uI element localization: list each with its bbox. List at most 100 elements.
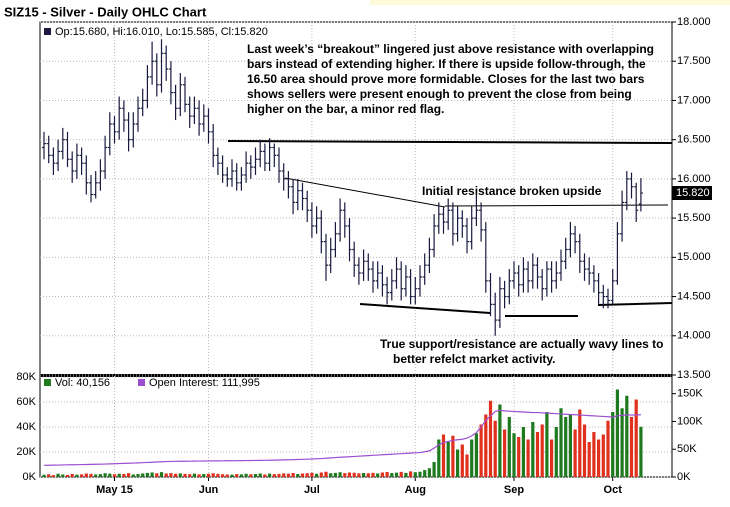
ohlc-bar <box>211 123 216 168</box>
ohlc-bar <box>615 222 620 285</box>
volume-bar <box>197 474 201 477</box>
volume-bar <box>550 439 554 477</box>
ohlc-bar <box>474 194 479 226</box>
legend-text: Open Interest: 111,995 <box>149 377 260 389</box>
y-tick-label: 14.500 <box>677 290 711 302</box>
volume-bar <box>98 474 102 477</box>
ohlc-bar <box>469 206 474 250</box>
volume-bar <box>615 389 619 477</box>
volume-bar <box>108 473 112 477</box>
volume-bar <box>418 471 422 477</box>
ohlc-bar <box>93 171 98 199</box>
last-price-flag <box>672 186 712 201</box>
volume-bar <box>89 473 93 477</box>
y-tick-label: 17.500 <box>677 55 711 67</box>
volume-bar <box>244 473 248 477</box>
y-tick-label: 14.000 <box>677 330 711 342</box>
ohlc-bar <box>300 182 305 211</box>
volume-bar <box>239 474 243 477</box>
volume-bar <box>376 473 380 477</box>
volume-bar <box>174 473 178 477</box>
x-tick-label: May 15 <box>96 484 133 496</box>
ohlc-bar <box>403 265 408 297</box>
ohlc-bar <box>295 178 300 211</box>
ohlc-bar <box>455 206 460 242</box>
volume-bar <box>535 432 540 477</box>
support-line <box>359 303 491 314</box>
ohlc-bar <box>380 265 385 297</box>
ohlc-bar <box>197 100 202 136</box>
ohlc-bar <box>587 257 592 285</box>
volume-bar <box>75 474 79 477</box>
volume-bar <box>488 400 493 477</box>
ohlc-bar <box>356 257 361 285</box>
ohlc-bar <box>634 182 639 223</box>
volume-bar <box>362 473 366 477</box>
volume-bar <box>277 473 281 477</box>
ohlc-bar <box>516 265 521 297</box>
legend-swatch <box>44 379 51 386</box>
ohlc-bar <box>629 172 634 199</box>
ohlc-bar <box>399 261 404 301</box>
ohlc-bar <box>230 159 234 187</box>
volume-bar <box>155 473 159 477</box>
ohlc-bar <box>107 112 112 156</box>
volume-bar <box>559 408 563 477</box>
volume-bar <box>178 473 182 477</box>
ohlc-bar <box>154 53 159 97</box>
volume-bar <box>380 472 384 477</box>
ohlc-bar <box>192 96 197 124</box>
volume-bar <box>188 474 192 477</box>
ohlc-bar <box>460 210 465 238</box>
open-interest-line <box>43 409 641 466</box>
ohlc-bar <box>258 139 263 168</box>
volume-bar <box>625 395 629 477</box>
y-tick-label: 13.500 <box>677 369 711 381</box>
ohlc-bar <box>225 167 230 187</box>
volume-bar <box>587 442 591 477</box>
ohlc-bar <box>559 249 563 281</box>
volume-bar <box>592 432 596 477</box>
volume-bar <box>282 473 286 477</box>
volume-bar <box>338 472 342 477</box>
ohlc-bar <box>450 202 455 246</box>
volume-bar <box>531 422 535 477</box>
ohlc-bar <box>253 147 258 175</box>
ohlc-bar <box>281 163 286 191</box>
volume-bar <box>131 474 135 477</box>
y2-tick-label: 150K <box>677 388 703 400</box>
ohlc-bar <box>483 222 488 293</box>
y-tick-label: 60K <box>16 396 36 408</box>
ohlc-bar <box>136 96 140 132</box>
ohlc-bar <box>51 147 56 175</box>
volume-bar <box>521 427 525 477</box>
annotation: bars instead of extending higher. If the… <box>247 57 646 71</box>
ohlc-bar <box>342 202 347 238</box>
volume-bar <box>272 474 276 477</box>
volume-bar <box>169 473 173 477</box>
ohlc-bar <box>408 269 413 305</box>
volume-bar <box>479 424 483 477</box>
y-tick-label: 40K <box>16 421 36 433</box>
last-price-label: 15.820 <box>676 187 710 199</box>
x-tick-label: Jun <box>199 484 219 496</box>
volume-bar <box>470 439 474 477</box>
chart-title: SIZ15 - Silver - Daily OHLC Chart <box>4 4 207 19</box>
volume-bar <box>112 474 117 477</box>
ohlc-bar <box>385 276 390 305</box>
volume-bar <box>409 471 413 477</box>
y-tick-label: 20K <box>16 446 36 458</box>
y-tick-label: 0K <box>23 471 37 483</box>
volume-bar <box>446 442 450 477</box>
volume-bar <box>526 439 530 477</box>
ohlc-bar <box>267 138 272 172</box>
ohlc-bar <box>309 202 314 238</box>
ohlc-bar <box>375 261 380 289</box>
ohlc-bar <box>239 167 244 191</box>
ohlc-bar <box>554 261 559 289</box>
volume-bar <box>394 472 399 477</box>
header-strip <box>370 0 730 5</box>
volume-bar <box>503 429 507 477</box>
volume-bar <box>258 473 262 477</box>
volume-bar <box>80 474 84 477</box>
